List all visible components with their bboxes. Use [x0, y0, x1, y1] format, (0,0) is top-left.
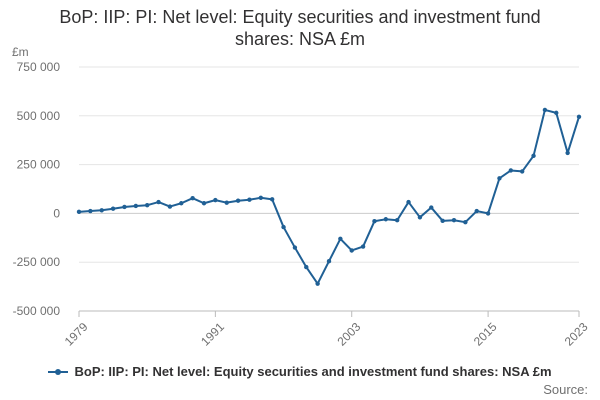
legend[interactable]: BoP: IIP: PI: Net level: Equity securiti… [0, 364, 600, 379]
data-point [519, 169, 525, 174]
series-line [78, 108, 580, 285]
data-point [326, 259, 332, 264]
legend-label: BoP: IIP: PI: Net level: Equity securiti… [74, 364, 552, 379]
data-point [576, 114, 582, 119]
data-point [292, 245, 298, 250]
x-tick-label: 2015 [471, 320, 500, 349]
y-axis-label: £m [12, 45, 29, 59]
data-point [167, 204, 173, 209]
data-point [349, 248, 354, 253]
data-point [88, 208, 93, 214]
data-point [417, 215, 423, 220]
data-point [304, 264, 309, 270]
data-point [190, 195, 195, 201]
data-point [440, 218, 445, 224]
data-point [383, 217, 389, 222]
data-point [360, 244, 366, 249]
data-point [201, 201, 207, 206]
data-point [463, 219, 468, 225]
data-point [406, 199, 411, 205]
y-tick-label: -500 000 [13, 304, 61, 318]
y-tick-label: -250 000 [13, 255, 61, 269]
data-point [269, 197, 275, 202]
x-tick-label: 1979 [62, 320, 91, 349]
data-point [99, 208, 104, 213]
gridlines [79, 66, 579, 312]
chart-title-line-1: BoP: IIP: PI: Net level: Equity securiti… [59, 7, 541, 27]
data-point [110, 206, 116, 211]
data-point [76, 209, 82, 215]
chart-title: BoP: IIP: PI: Net level: Equity securiti… [0, 6, 600, 50]
data-point [144, 203, 150, 208]
y-tick-label: 500 000 [17, 109, 61, 123]
y-axis: -500 000 -250 000 0 250 000 500 000 750 000 [13, 60, 61, 318]
data-point [156, 199, 161, 205]
y-tick-label: 750 000 [17, 60, 61, 74]
legend-swatch-icon [48, 367, 69, 377]
x-tick-label: 2023 [562, 320, 591, 349]
source-label: Source: [543, 382, 588, 397]
data-point [394, 218, 400, 223]
series-layer [76, 107, 582, 286]
x-axis: 1979 1991 2003 2015 2023 [62, 310, 591, 349]
data-point [258, 195, 264, 200]
x-tick-label: 2003 [335, 320, 364, 349]
data-point [542, 107, 548, 113]
data-point [474, 208, 479, 214]
data-point [429, 205, 434, 210]
data-point [531, 153, 536, 159]
x-tick-label: 1991 [198, 320, 227, 349]
data-point [372, 219, 377, 224]
data-point [122, 204, 127, 210]
data-point [451, 218, 457, 223]
data-point [508, 168, 514, 173]
data-point [485, 211, 491, 216]
data-point [315, 281, 320, 286]
data-point [224, 200, 229, 205]
chart-title-line-2: shares: NSA £m [234, 29, 366, 49]
data-point [281, 224, 286, 230]
y-tick-label: 250 000 [17, 158, 61, 172]
data-point [338, 236, 343, 241]
data-point [235, 198, 241, 203]
data-point [247, 197, 252, 202]
data-point [565, 150, 570, 156]
data-point [133, 203, 139, 209]
data-point [179, 201, 184, 206]
data-point [213, 197, 218, 203]
data-point [497, 176, 502, 181]
y-tick-label: 0 [53, 206, 60, 220]
data-point [554, 110, 559, 116]
